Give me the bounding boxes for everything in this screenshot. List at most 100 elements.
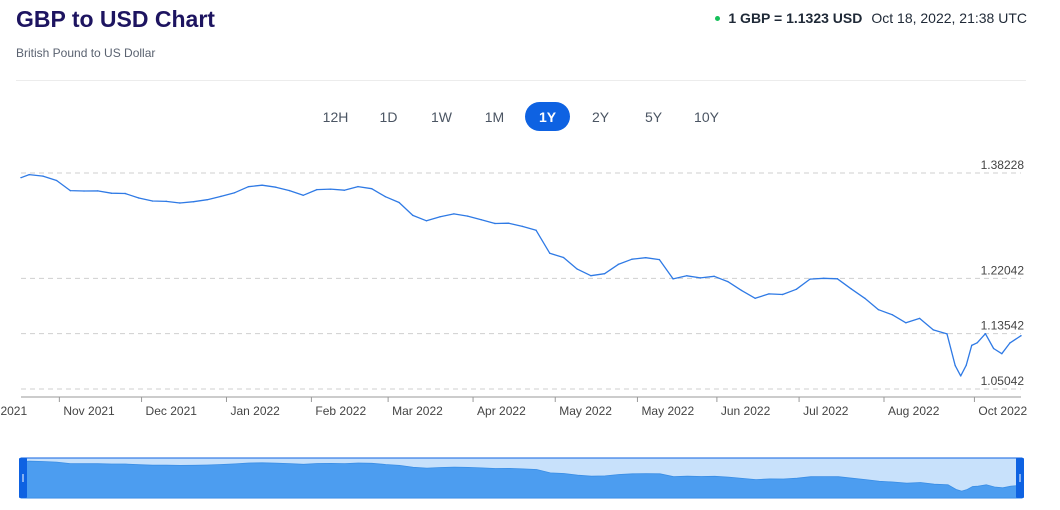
x-tick-label: Nov 2021 [63, 404, 115, 418]
data-point [864, 297, 866, 300]
page-subtitle: British Pound to US Dollar [16, 46, 156, 60]
data-point [590, 274, 592, 277]
range-button-10y[interactable]: 10Y [694, 108, 719, 125]
data-point [535, 229, 537, 231]
range-button-1m[interactable]: 1M [484, 108, 505, 125]
data-point [795, 288, 798, 290]
data-point [83, 190, 85, 192]
data-point [603, 272, 606, 275]
data-point [453, 213, 455, 215]
data-point [823, 277, 825, 279]
range-button-1w[interactable]: 1W [431, 108, 452, 125]
x-tick-label: Apr 2022 [477, 404, 526, 418]
data-point [425, 220, 428, 222]
page-title: GBP to USD Chart [16, 6, 215, 32]
data-point [686, 275, 688, 277]
x-tick-label: Dec 2021 [146, 404, 198, 418]
data-point [836, 278, 839, 280]
data-point [261, 184, 263, 186]
data-point [932, 329, 935, 331]
data-point [275, 186, 277, 188]
data-point [439, 215, 441, 218]
data-point [494, 222, 496, 225]
navigator-series-area [20, 460, 1023, 499]
range-navigator[interactable] [0, 448, 1060, 503]
data-point [740, 289, 743, 292]
navigator-handle-right[interactable] [1016, 458, 1024, 498]
data-point [412, 214, 414, 217]
data-point [754, 297, 756, 300]
data-point [918, 317, 921, 320]
data-point [768, 293, 770, 295]
data-point [288, 189, 291, 192]
y-tick-label: 1.38228 [981, 158, 1025, 172]
data-point [370, 187, 373, 190]
data-point [138, 197, 140, 199]
y-tick-label: 1.22042 [981, 263, 1025, 277]
data-point [151, 200, 154, 202]
data-point [631, 258, 633, 260]
data-point [549, 252, 551, 255]
data-point [576, 268, 578, 270]
data-point [905, 322, 907, 324]
data-point [781, 293, 784, 296]
range-button-2y[interactable]: 2Y [591, 108, 610, 125]
data-point [713, 275, 715, 278]
data-point [20, 176, 22, 179]
data-point [521, 225, 524, 228]
y-tick-label: 1.13542 [981, 319, 1025, 333]
data-point [233, 191, 236, 194]
data-point [507, 222, 510, 224]
range-button-12h[interactable]: 12H [322, 108, 349, 125]
data-point [124, 192, 126, 195]
data-point [699, 277, 702, 279]
range-button-5y[interactable]: 5Y [644, 108, 663, 125]
data-point [727, 280, 729, 283]
data-point [960, 375, 962, 377]
range-selector: 12H 1D 1W 1M 1Y 2Y 5Y 10Y [313, 102, 729, 131]
data-point [357, 185, 359, 188]
x-tick-label: May 2022 [559, 404, 612, 418]
data-point [480, 219, 482, 221]
live-status-dot [715, 15, 721, 21]
data-point [672, 278, 674, 280]
data-point [850, 288, 852, 290]
x-tick-label: Mar 2022 [392, 404, 443, 418]
data-point [891, 314, 893, 316]
data-point [562, 256, 565, 259]
data-point [1001, 352, 1003, 355]
rate-timestamp: Oct 18, 2022, 21:38 UTC [871, 10, 1027, 26]
data-point [247, 186, 250, 188]
data-point [644, 257, 647, 259]
data-point [809, 278, 811, 280]
x-tick-label: Oct 2021 [0, 404, 27, 418]
data-point [965, 364, 967, 367]
data-point [466, 215, 469, 217]
y-tick-label: 1.05042 [981, 374, 1025, 388]
data-point [165, 200, 167, 203]
x-tick-label: Jan 2022 [230, 404, 280, 418]
navigator-handle-left[interactable] [19, 458, 27, 498]
range-button-1d[interactable]: 1D [379, 108, 398, 125]
header-divider [16, 80, 1026, 81]
range-button-1y[interactable]: 1Y [525, 102, 570, 131]
data-point [97, 190, 99, 192]
live-rate: 1 GBP = 1.1323 USD Oct 18, 2022, 21:38 U… [715, 10, 1027, 26]
data-point [1009, 342, 1011, 344]
data-point [658, 258, 661, 261]
data-point [42, 175, 44, 177]
data-point [617, 263, 619, 266]
data-point [316, 188, 318, 191]
data-point [946, 333, 948, 335]
data-point [398, 201, 400, 204]
x-tick-label: May 2022 [641, 404, 694, 418]
data-point [984, 332, 987, 335]
line-chart: 1.38228 1.22042 1.13542 1.05042 Oct 2021 Nov … [0, 158, 1027, 418]
data-point [329, 188, 332, 190]
data-point [384, 195, 387, 198]
x-tick-label: Aug 2022 [888, 404, 940, 418]
data-point [976, 342, 978, 344]
data-point [970, 344, 973, 347]
series-line [20, 173, 1022, 377]
data-point [179, 202, 181, 204]
